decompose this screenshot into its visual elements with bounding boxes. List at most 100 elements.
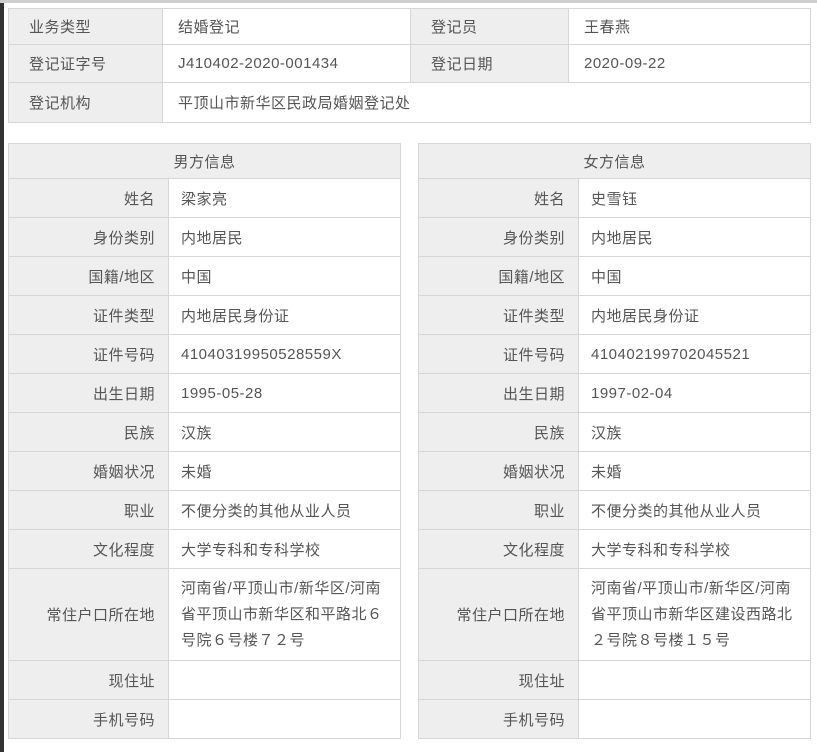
field-value: 未婚 [167, 451, 402, 491]
registration-date-label: 登记日期 [410, 44, 569, 83]
field-value [167, 699, 402, 739]
field-value: 内地居民身份证 [167, 295, 402, 335]
field-label: 文化程度 [8, 529, 169, 569]
table-title-row: 男方信息 [7, 143, 402, 179]
field-label: 身份类别 [418, 217, 579, 257]
field-value: 梁家亮 [167, 178, 402, 218]
registration-summary-table: 业务类型 结婚登记 登记员 王春燕 登记证字号 J410402-2020-001… [8, 8, 811, 123]
field-value: 中国 [167, 256, 402, 296]
field-value: 中国 [577, 256, 812, 296]
info-field-row: 证件号码 410402199702045521 [418, 334, 812, 374]
field-label: 证件号码 [418, 334, 579, 374]
info-field-row: 手机号码 [8, 699, 402, 739]
info-field-row: 证件类型 内地居民身份证 [418, 295, 812, 335]
business-type-label: 业务类型 [8, 8, 163, 45]
info-field-row: 民族 汉族 [8, 412, 402, 452]
field-label: 手机号码 [8, 699, 169, 739]
field-label: 常住户口所在地 [8, 568, 169, 661]
field-label: 国籍/地区 [418, 256, 579, 296]
field-label: 现住址 [418, 660, 579, 700]
field-label: 身份类别 [8, 217, 169, 257]
field-label: 民族 [418, 412, 579, 452]
info-field-row: 民族 汉族 [418, 412, 812, 452]
registration-row: 登记机构 平顶山市新华区民政局婚姻登记处 [8, 82, 811, 123]
field-label: 常住户口所在地 [418, 568, 579, 661]
field-value: 大学专科和专科学校 [577, 529, 812, 569]
field-label: 姓名 [8, 178, 169, 218]
info-field-row: 职业 不便分类的其他从业人员 [8, 490, 402, 530]
info-field-row: 婚姻状况 未婚 [418, 451, 812, 491]
info-field-row: 出生日期 1995-05-28 [8, 373, 402, 413]
field-label: 婚姻状况 [418, 451, 579, 491]
info-field-row: 婚姻状况 未婚 [8, 451, 402, 491]
field-label: 出生日期 [8, 373, 169, 413]
info-field-row: 现住址 [8, 660, 402, 700]
field-value: 史雪钰 [577, 178, 812, 218]
field-label: 证件号码 [8, 334, 169, 374]
male-info-table: 男方信息 姓名 梁家亮 身份类别 内地居民 国籍/地区 中国 证件类型 内地居民身份证 证件号码… [7, 143, 402, 739]
field-label: 证件类型 [418, 295, 579, 335]
field-value: 不便分类的其他从业人员 [577, 490, 812, 530]
info-field-row: 国籍/地区 中国 [418, 256, 812, 296]
field-label: 婚姻状况 [8, 451, 169, 491]
field-label: 现住址 [8, 660, 169, 700]
business-type-value: 结婚登记 [162, 8, 411, 45]
info-field-row: 手机号码 [418, 699, 812, 739]
field-label: 文化程度 [418, 529, 579, 569]
table-title-row: 女方信息 [417, 143, 812, 179]
field-label: 证件类型 [8, 295, 169, 335]
field-value: 410402199702045521 [577, 334, 812, 374]
registration-agency-label: 登记机构 [8, 82, 163, 123]
info-field-row: 职业 不便分类的其他从业人员 [418, 490, 812, 530]
female-info-title: 女方信息 [417, 143, 812, 179]
info-field-row: 文化程度 大学专科和专科学校 [8, 529, 402, 569]
page-top-divider [0, 0, 817, 3]
info-field-row: 出生日期 1997-02-04 [418, 373, 812, 413]
field-label: 出生日期 [418, 373, 579, 413]
registration-date-value: 2020-09-22 [568, 44, 811, 83]
field-value: 汉族 [167, 412, 402, 452]
info-field-row: 常住户口所在地 河南省/平顶山市/新华区/河南省平顶山市新华区和平路北６号院６号楼… [8, 568, 402, 661]
registration-row: 登记证字号 J410402-2020-001434 登记日期 2020-09-2… [8, 44, 811, 83]
info-field-row: 现住址 [418, 660, 812, 700]
page-left-edge [0, 3, 4, 752]
info-field-row: 证件号码 41040319950528559X [8, 334, 402, 374]
field-value: 河南省/平顶山市/新华区/河南省平顶山市新华区和平路北６号院６号楼７２号 [167, 568, 402, 661]
field-label: 姓名 [418, 178, 579, 218]
field-value: 1995-05-28 [167, 373, 402, 413]
info-field-row: 国籍/地区 中国 [8, 256, 402, 296]
male-info-title: 男方信息 [7, 143, 402, 179]
field-value: 不便分类的其他从业人员 [167, 490, 402, 530]
field-label: 职业 [8, 490, 169, 530]
field-value: 汉族 [577, 412, 812, 452]
field-value: 内地居民身份证 [577, 295, 812, 335]
registration-row: 业务类型 结婚登记 登记员 王春燕 [8, 8, 811, 45]
field-label: 手机号码 [418, 699, 579, 739]
field-value [167, 660, 402, 700]
certificate-no-label: 登记证字号 [8, 44, 163, 83]
field-value: 未婚 [577, 451, 812, 491]
info-field-row: 身份类别 内地居民 [8, 217, 402, 257]
info-field-row: 常住户口所在地 河南省/平顶山市/新华区/河南省平顶山市新华区建设西路北２号院８号… [418, 568, 812, 661]
certificate-no-value: J410402-2020-001434 [162, 44, 411, 83]
field-value [577, 660, 812, 700]
info-field-row: 身份类别 内地居民 [418, 217, 812, 257]
registrar-value: 王春燕 [568, 8, 811, 45]
field-label: 职业 [418, 490, 579, 530]
field-label: 国籍/地区 [8, 256, 169, 296]
field-value: 1997-02-04 [577, 373, 812, 413]
female-info-table: 女方信息 姓名 史雪钰 身份类别 内地居民 国籍/地区 中国 证件类型 内地居民身份证 证件号码… [417, 143, 812, 739]
field-value: 41040319950528559X [167, 334, 402, 374]
info-field-row: 文化程度 大学专科和专科学校 [418, 529, 812, 569]
field-value [577, 699, 812, 739]
field-label: 民族 [8, 412, 169, 452]
info-field-row: 姓名 梁家亮 [8, 178, 402, 218]
registration-agency-value: 平顶山市新华区民政局婚姻登记处 [162, 82, 811, 123]
field-value: 河南省/平顶山市/新华区/河南省平顶山市新华区建设西路北２号院８号楼１５号 [577, 568, 812, 661]
field-value: 内地居民 [167, 217, 402, 257]
field-value: 内地居民 [577, 217, 812, 257]
info-field-row: 姓名 史雪钰 [418, 178, 812, 218]
field-value: 大学专科和专科学校 [167, 529, 402, 569]
registrar-label: 登记员 [410, 8, 569, 45]
